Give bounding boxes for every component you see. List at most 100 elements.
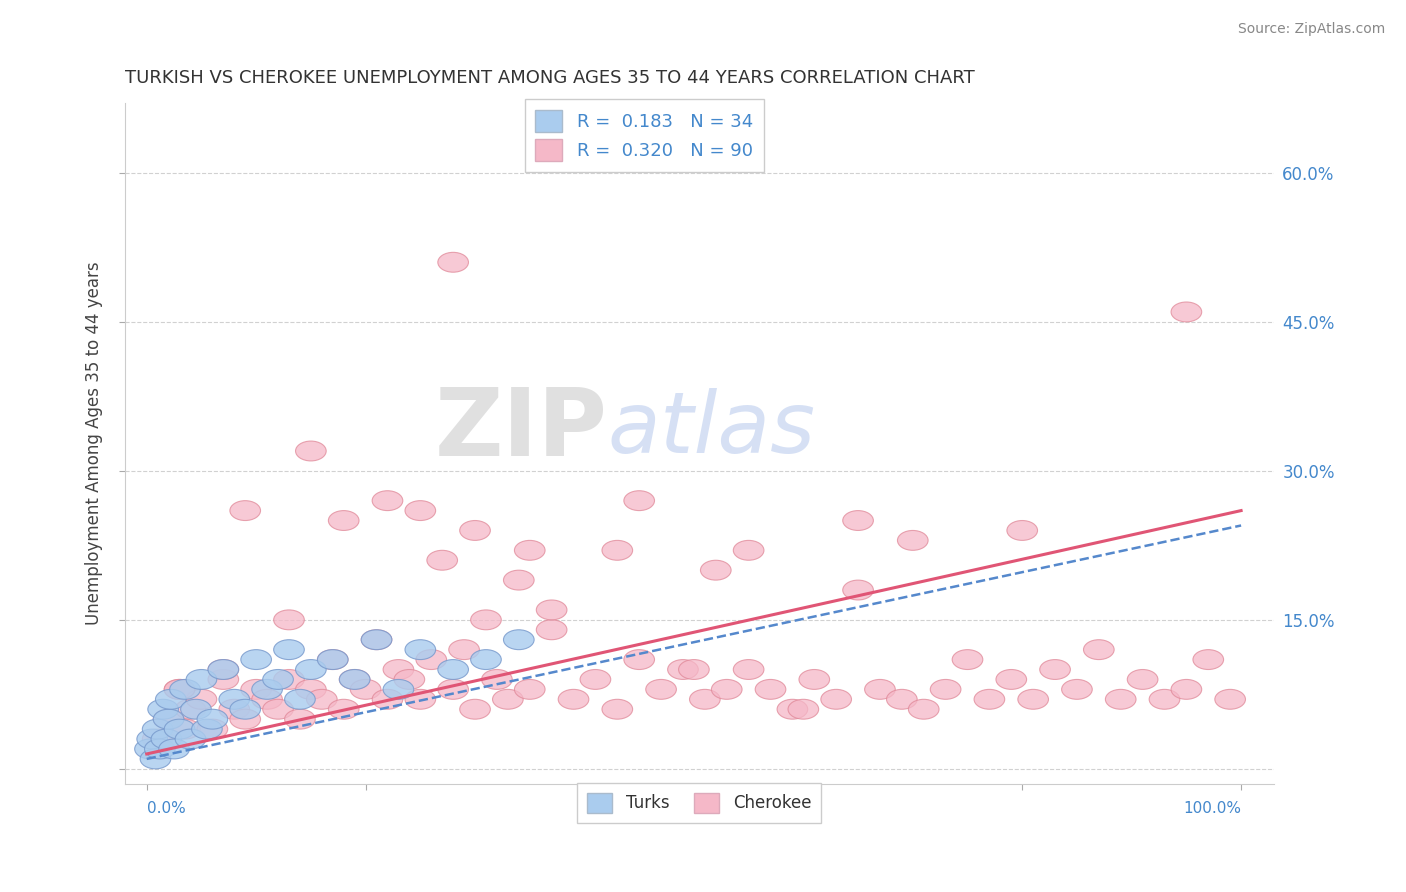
Ellipse shape — [897, 531, 928, 550]
Ellipse shape — [135, 739, 166, 759]
Ellipse shape — [405, 690, 436, 709]
Ellipse shape — [1128, 670, 1159, 690]
Ellipse shape — [361, 630, 392, 649]
Ellipse shape — [231, 709, 260, 729]
Ellipse shape — [778, 699, 807, 719]
Ellipse shape — [734, 541, 763, 560]
Ellipse shape — [284, 690, 315, 709]
Ellipse shape — [471, 649, 502, 670]
Ellipse shape — [427, 550, 457, 570]
Ellipse shape — [515, 680, 546, 699]
Ellipse shape — [842, 510, 873, 531]
Ellipse shape — [186, 690, 217, 709]
Ellipse shape — [159, 739, 190, 759]
Ellipse shape — [668, 659, 699, 680]
Ellipse shape — [405, 640, 436, 659]
Ellipse shape — [153, 709, 184, 729]
Ellipse shape — [581, 670, 610, 690]
Ellipse shape — [536, 600, 567, 620]
Ellipse shape — [1215, 690, 1246, 709]
Ellipse shape — [952, 649, 983, 670]
Ellipse shape — [284, 709, 315, 729]
Ellipse shape — [252, 680, 283, 699]
Ellipse shape — [208, 670, 239, 690]
Ellipse shape — [624, 491, 655, 510]
Ellipse shape — [437, 659, 468, 680]
Ellipse shape — [437, 680, 468, 699]
Ellipse shape — [887, 690, 917, 709]
Ellipse shape — [191, 719, 222, 739]
Ellipse shape — [176, 729, 205, 749]
Legend: Turks, Cherokee: Turks, Cherokee — [578, 782, 821, 823]
Ellipse shape — [1192, 649, 1223, 670]
Ellipse shape — [382, 680, 413, 699]
Ellipse shape — [295, 441, 326, 461]
Ellipse shape — [711, 680, 742, 699]
Ellipse shape — [339, 670, 370, 690]
Ellipse shape — [136, 729, 167, 749]
Ellipse shape — [153, 709, 184, 729]
Ellipse shape — [219, 690, 250, 709]
Ellipse shape — [141, 749, 170, 769]
Ellipse shape — [176, 699, 205, 719]
Ellipse shape — [1084, 640, 1114, 659]
Ellipse shape — [515, 541, 546, 560]
Ellipse shape — [165, 719, 195, 739]
Ellipse shape — [624, 649, 655, 670]
Ellipse shape — [295, 659, 326, 680]
Ellipse shape — [821, 690, 852, 709]
Y-axis label: Unemployment Among Ages 35 to 44 years: Unemployment Among Ages 35 to 44 years — [86, 261, 103, 625]
Ellipse shape — [263, 670, 294, 690]
Ellipse shape — [186, 670, 217, 690]
Ellipse shape — [1007, 521, 1038, 541]
Ellipse shape — [416, 649, 447, 670]
Ellipse shape — [460, 521, 491, 541]
Ellipse shape — [148, 699, 179, 719]
Ellipse shape — [995, 670, 1026, 690]
Ellipse shape — [787, 699, 818, 719]
Ellipse shape — [263, 699, 294, 719]
Text: ZIP: ZIP — [434, 384, 607, 476]
Ellipse shape — [274, 610, 304, 630]
Ellipse shape — [252, 690, 283, 709]
Ellipse shape — [208, 659, 239, 680]
Ellipse shape — [274, 640, 304, 659]
Ellipse shape — [240, 680, 271, 699]
Text: 0.0%: 0.0% — [146, 801, 186, 815]
Text: TURKISH VS CHEROKEE UNEMPLOYMENT AMONG AGES 35 TO 44 YEARS CORRELATION CHART: TURKISH VS CHEROKEE UNEMPLOYMENT AMONG A… — [125, 69, 974, 87]
Ellipse shape — [142, 719, 173, 739]
Ellipse shape — [318, 649, 349, 670]
Ellipse shape — [180, 699, 211, 719]
Ellipse shape — [974, 690, 1005, 709]
Ellipse shape — [645, 680, 676, 699]
Ellipse shape — [145, 739, 176, 759]
Ellipse shape — [274, 670, 304, 690]
Text: 100.0%: 100.0% — [1182, 801, 1241, 815]
Ellipse shape — [361, 630, 392, 649]
Ellipse shape — [307, 690, 337, 709]
Ellipse shape — [1171, 680, 1202, 699]
Ellipse shape — [142, 729, 173, 749]
Ellipse shape — [908, 699, 939, 719]
Ellipse shape — [165, 680, 195, 699]
Ellipse shape — [240, 649, 271, 670]
Ellipse shape — [373, 491, 402, 510]
Ellipse shape — [382, 659, 413, 680]
Ellipse shape — [1062, 680, 1092, 699]
Ellipse shape — [170, 680, 200, 699]
Ellipse shape — [373, 690, 402, 709]
Ellipse shape — [1039, 659, 1070, 680]
Ellipse shape — [219, 699, 250, 719]
Ellipse shape — [931, 680, 960, 699]
Ellipse shape — [679, 659, 709, 680]
Ellipse shape — [1171, 302, 1202, 322]
Ellipse shape — [449, 640, 479, 659]
Ellipse shape — [755, 680, 786, 699]
Ellipse shape — [197, 709, 228, 729]
Text: Source: ZipAtlas.com: Source: ZipAtlas.com — [1237, 22, 1385, 37]
Ellipse shape — [405, 500, 436, 521]
Ellipse shape — [1018, 690, 1049, 709]
Ellipse shape — [231, 500, 260, 521]
Ellipse shape — [482, 670, 512, 690]
Ellipse shape — [471, 610, 502, 630]
